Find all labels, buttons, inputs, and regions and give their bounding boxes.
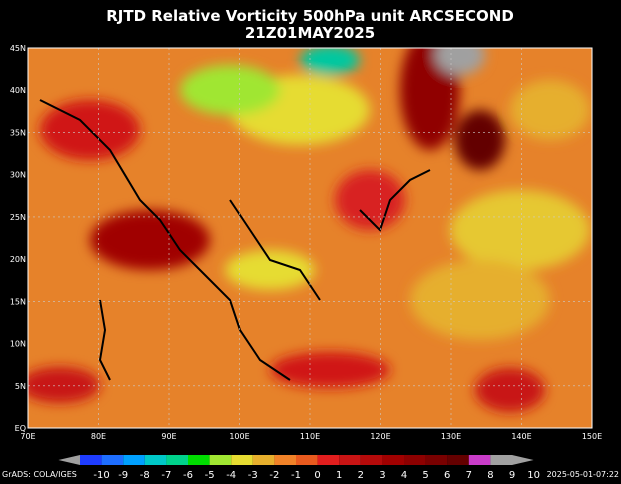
colorbar-label: -5 xyxy=(205,470,215,480)
colorbar-label: 4 xyxy=(401,470,407,480)
lat-label: 10N xyxy=(10,340,26,349)
colorbar-label: 1 xyxy=(336,470,342,480)
colorbar-label: -9 xyxy=(118,470,128,480)
colorbar-label: -4 xyxy=(226,470,236,480)
colorbar-end xyxy=(58,455,80,465)
colorbar-label: 5 xyxy=(422,470,428,480)
footer-right: 2025-05-01-07:22 xyxy=(547,470,619,479)
colorbar-label: 7 xyxy=(466,470,472,480)
colorbar-label: -10 xyxy=(93,470,109,480)
lon-label: 100E xyxy=(229,432,249,441)
lon-label: 80E xyxy=(91,432,106,441)
title-line-2: 21Z01MAY2025 xyxy=(245,24,375,42)
lon-label: 150E xyxy=(582,432,602,441)
colorbar-box xyxy=(404,455,426,465)
lat-label: 15N xyxy=(10,297,26,306)
lat-label: 20N xyxy=(10,255,26,264)
lon-label: 130E xyxy=(441,432,461,441)
colorbar-box xyxy=(101,455,124,465)
lat-label: 35N xyxy=(10,128,26,137)
colorbar-box xyxy=(274,455,296,465)
plot-frame xyxy=(27,47,593,429)
footer-left: GrADS: COLA/IGES xyxy=(2,470,77,479)
lon-label: 90E xyxy=(161,432,176,441)
colorbar-box xyxy=(252,455,275,465)
lon-label: 120E xyxy=(370,432,390,441)
lat-label: EQ xyxy=(15,424,26,433)
colorbar-box xyxy=(296,455,318,465)
lon-label: 70E xyxy=(20,432,35,441)
colorbar-label: 0 xyxy=(314,470,320,480)
lat-label: 40N xyxy=(10,86,26,95)
lat-label: 25N xyxy=(10,213,26,222)
colorbar-box xyxy=(166,455,188,465)
colorbar-box xyxy=(188,455,210,465)
colorbar-box xyxy=(80,455,102,465)
colorbar-box xyxy=(382,455,404,465)
colorbar-box xyxy=(123,455,145,465)
colorbar-box xyxy=(490,455,512,465)
colorbar-label: 9 xyxy=(509,470,515,480)
colorbar-label: -1 xyxy=(291,470,301,480)
colorbar-end xyxy=(512,455,534,465)
vorticity-field xyxy=(28,48,592,428)
colorbar-box xyxy=(144,455,167,465)
colorbar-label: 10 xyxy=(527,470,540,480)
lat-label: 45N xyxy=(10,44,26,53)
lon-label: 110E xyxy=(300,432,320,441)
lon-label: 140E xyxy=(511,432,531,441)
colorbar-label: 6 xyxy=(444,470,450,480)
colorbar-box xyxy=(360,455,383,465)
colorbar-box xyxy=(468,455,491,465)
colorbar-box xyxy=(317,455,340,465)
colorbar-box xyxy=(447,455,469,465)
colorbar-box xyxy=(339,455,361,465)
colorbar-label: -7 xyxy=(161,470,171,480)
lat-label: 5N xyxy=(15,382,26,391)
colorbar-label: -2 xyxy=(269,470,279,480)
colorbar-label: 2 xyxy=(358,470,364,480)
colorbar-label: 3 xyxy=(379,470,385,480)
colorbar-label: -8 xyxy=(140,470,150,480)
colorbar-label: 8 xyxy=(487,470,493,480)
colorbar-label: -6 xyxy=(183,470,193,480)
colorbar-box xyxy=(425,455,448,465)
colorbar-box xyxy=(231,455,253,465)
colorbar-box xyxy=(209,455,232,465)
colorbar-label: -3 xyxy=(248,470,258,480)
lat-label: 30N xyxy=(10,171,26,180)
title-line-1: RJTD Relative Vorticity 500hPa unit ARCS… xyxy=(106,7,514,25)
